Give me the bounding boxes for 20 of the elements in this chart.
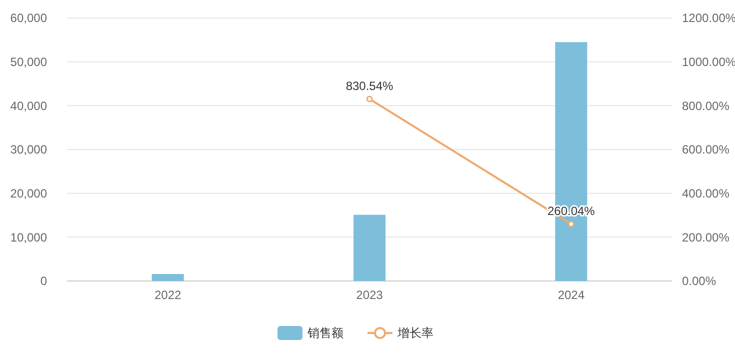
y-tick-label: 30,000 [10,142,48,157]
x-tick-label: 2023 [356,288,384,302]
x-tick-label: 2022 [154,288,182,302]
y-tick-label: 50,000 [10,55,48,70]
y2-tick-label: 800.00% [682,98,730,113]
y2-tick-label: 600.00% [682,142,730,157]
y-tick-label: 10,000 [10,230,48,244]
x-tick-label: 2024 [558,288,585,302]
y-tick-label: 60,000 [10,11,48,26]
y2-tick-label: 200.00% [682,230,730,244]
y2-tick-label: 0.00% [682,274,716,288]
legend-label: 销售额 [306,326,344,340]
y2-tick-label: 400.00% [682,186,730,201]
bar [354,214,386,281]
y-tick-label: 20,000 [10,186,48,201]
legend-label: 增长率 [396,326,434,340]
y-tick-label: 0 [40,274,48,288]
bar [152,274,184,281]
data-label: 830.54% [346,78,394,93]
y-tick-label: 40,000 [10,98,48,113]
